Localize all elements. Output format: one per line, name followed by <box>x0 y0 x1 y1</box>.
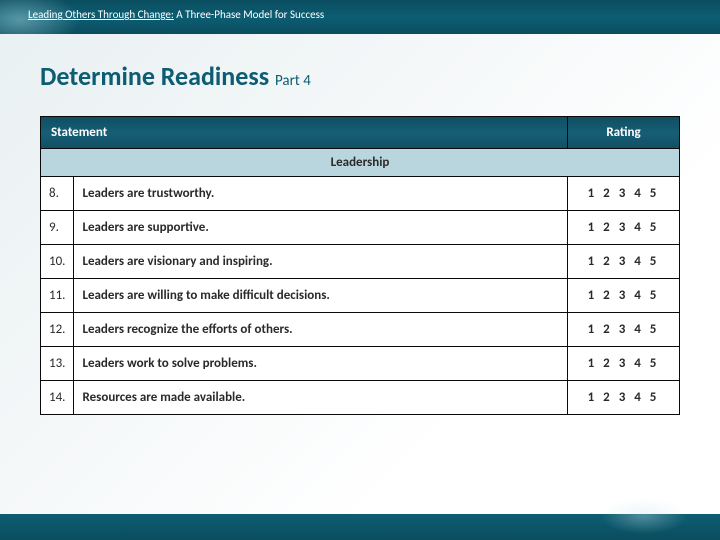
row-statement: Leaders are visionary and inspiring. <box>74 245 568 279</box>
row-statement: Leaders are trustworthy. <box>74 177 568 211</box>
row-number: 10. <box>41 245 74 279</box>
table-row: 13. Leaders work to solve problems. 1 2 … <box>41 347 680 381</box>
row-rating[interactable]: 1 2 3 4 5 <box>568 279 680 313</box>
table-header-row: Statement Rating <box>41 117 680 149</box>
top-bar: Leading Others Through Change: A Three-P… <box>0 0 720 34</box>
row-statement: Leaders are willing to make difficult de… <box>74 279 568 313</box>
row-statement: Resources are made available. <box>74 381 568 415</box>
readiness-table: Statement Rating Leadership 8. Leaders a… <box>40 116 680 415</box>
row-number: 13. <box>41 347 74 381</box>
row-number: 11. <box>41 279 74 313</box>
title-part: Part 4 <box>275 72 311 90</box>
slide: Leading Others Through Change: A Three-P… <box>0 0 720 540</box>
row-number: 12. <box>41 313 74 347</box>
section-label: Leadership <box>41 149 680 177</box>
row-number: 14. <box>41 381 74 415</box>
breadcrumb-subtitle: A Three-Phase Model for Success <box>174 8 324 21</box>
row-number: 8. <box>41 177 74 211</box>
row-rating[interactable]: 1 2 3 4 5 <box>568 245 680 279</box>
table-row: 12. Leaders recognize the efforts of oth… <box>41 313 680 347</box>
table-row: 14. Resources are made available. 1 2 3 … <box>41 381 680 415</box>
header-statement: Statement <box>41 117 568 149</box>
row-number: 9. <box>41 211 74 245</box>
table-row: 8. Leaders are trustworthy. 1 2 3 4 5 <box>41 177 680 211</box>
header-rating: Rating <box>568 117 680 149</box>
row-rating[interactable]: 1 2 3 4 5 <box>568 211 680 245</box>
breadcrumb-title: Leading Others Through Change: <box>28 8 174 21</box>
breadcrumb: Leading Others Through Change: A Three-P… <box>28 8 324 21</box>
row-rating[interactable]: 1 2 3 4 5 <box>568 347 680 381</box>
row-statement: Leaders work to solve problems. <box>74 347 568 381</box>
table-row: 9. Leaders are supportive. 1 2 3 4 5 <box>41 211 680 245</box>
table-row: 10. Leaders are visionary and inspiring.… <box>41 245 680 279</box>
footer-bar <box>0 514 720 540</box>
page-title: Determine Readiness Part 4 <box>40 60 680 92</box>
row-rating[interactable]: 1 2 3 4 5 <box>568 313 680 347</box>
row-statement: Leaders recognize the efforts of others. <box>74 313 568 347</box>
section-row: Leadership <box>41 149 680 177</box>
title-main: Determine Readiness <box>40 60 275 92</box>
row-rating[interactable]: 1 2 3 4 5 <box>568 177 680 211</box>
row-statement: Leaders are supportive. <box>74 211 568 245</box>
content: Determine Readiness Part 4 Statement Rat… <box>0 34 720 415</box>
row-rating[interactable]: 1 2 3 4 5 <box>568 381 680 415</box>
table-row: 11. Leaders are willing to make difficul… <box>41 279 680 313</box>
